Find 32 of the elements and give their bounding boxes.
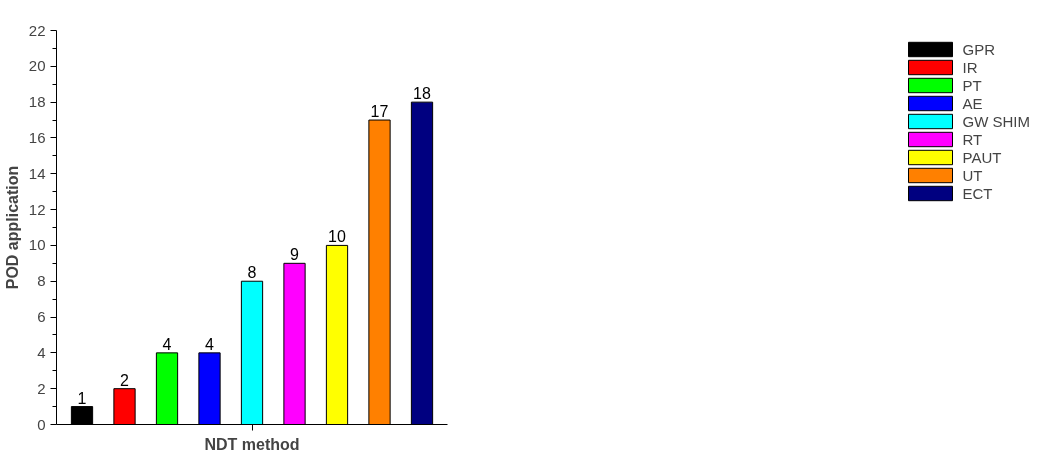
y-tick-label: 20 bbox=[28, 57, 46, 75]
legend-label: PAUT bbox=[962, 148, 1002, 166]
y-tick-label: 22 bbox=[28, 21, 46, 39]
y-tick-label: 10 bbox=[28, 236, 46, 254]
x-axis-title: NDT method bbox=[204, 435, 300, 453]
data-label: 8 bbox=[247, 264, 257, 282]
data-label: 18 bbox=[413, 85, 431, 103]
y-tick-label: 8 bbox=[37, 272, 46, 290]
data-label: 4 bbox=[205, 335, 215, 353]
data-label: 1 bbox=[77, 389, 87, 407]
data-label: 17 bbox=[370, 103, 389, 121]
y-tick-label: 6 bbox=[37, 308, 46, 326]
legend-label: ECT bbox=[962, 184, 993, 202]
legend-label: GW SHIM bbox=[962, 112, 1030, 130]
y-tick-label: 4 bbox=[37, 343, 46, 361]
data-label: 10 bbox=[328, 228, 346, 246]
legend-label: IR bbox=[962, 58, 979, 76]
y-axis-title: POD application bbox=[3, 165, 21, 290]
legend-label: UT bbox=[962, 166, 983, 184]
y-tick-label: 16 bbox=[28, 128, 46, 146]
legend-label: PT bbox=[962, 76, 983, 94]
data-label: 9 bbox=[290, 246, 300, 264]
legend-label: AE bbox=[962, 94, 983, 112]
y-tick-label: 18 bbox=[28, 93, 46, 111]
y-tick-label: 14 bbox=[28, 164, 46, 182]
data-label: 4 bbox=[162, 335, 172, 353]
legend-label: GPR bbox=[962, 40, 996, 58]
data-label: 2 bbox=[120, 371, 130, 389]
legend-label: RT bbox=[962, 130, 983, 148]
y-tick-label: 0 bbox=[37, 415, 46, 433]
y-tick-label: 12 bbox=[28, 200, 46, 218]
y-tick-label: 2 bbox=[37, 379, 46, 397]
